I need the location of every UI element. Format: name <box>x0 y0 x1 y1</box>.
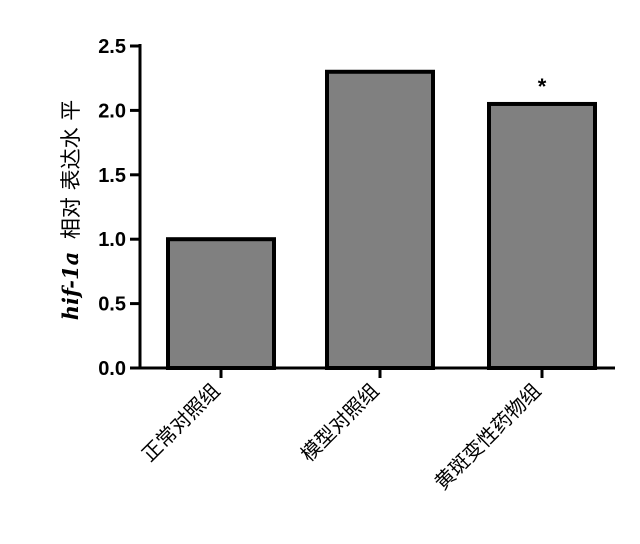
x-tick-label: 黄斑变性药物组 <box>430 379 546 495</box>
bar-3 <box>487 101 597 371</box>
y-tick-label: 2.5 <box>98 36 126 58</box>
plot-area: 0.0 0.5 1.0 1.5 2.0 2.5 正常对照组 模型对照组 黄斑变性药物组 * <box>98 36 615 495</box>
bar-1 <box>166 237 276 370</box>
significance-marker: * <box>538 74 547 99</box>
y-tick-label: 1.5 <box>98 165 126 187</box>
y-axis-label-text: 相对 表达水 平 <box>59 100 83 239</box>
y-tick-label: 0.5 <box>98 294 126 316</box>
svg-text:hif-1a 相对 表达水 平: hif-1a 相对 表达水 平 <box>58 100 83 321</box>
y-tick-label: 1.0 <box>98 229 126 251</box>
y-tick-label: 0.0 <box>98 358 126 380</box>
y-tick-label: 2.0 <box>98 100 126 122</box>
x-tick-label: 模型对照组 <box>296 379 384 467</box>
x-tick-label: 正常对照组 <box>137 379 225 467</box>
y-axis-label-gene: hif-1a <box>58 252 83 320</box>
bar-2 <box>325 69 435 370</box>
y-axis-label: hif-1a 相对 表达水 平 <box>58 100 83 321</box>
